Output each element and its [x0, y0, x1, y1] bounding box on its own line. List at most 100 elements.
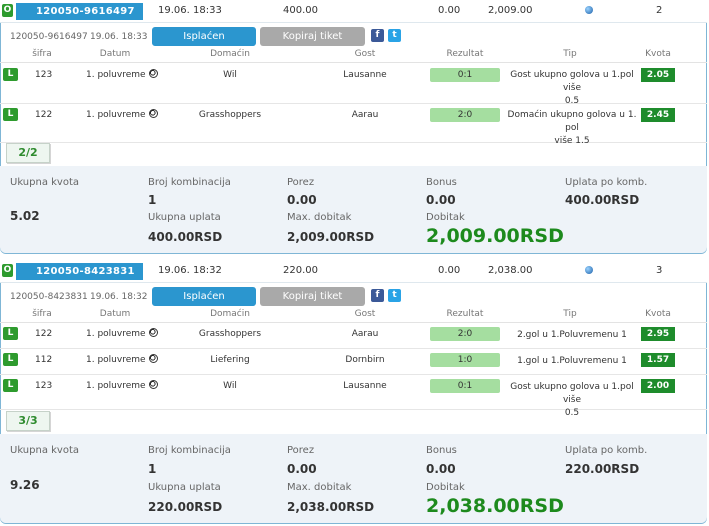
stake-per-combo-value: 400.00RSD: [565, 193, 640, 207]
ticket-card: O 120050-8423831 19.06. 18:32 220.00 0.0…: [0, 260, 707, 524]
odd-value: 2.45: [641, 108, 675, 122]
table-row: L 122 1. poluvreme Grasshoppers Aarau 2:…: [0, 323, 707, 349]
ticket-summary: Ukupna kvota 9.26 Broj kombinacija 1 Uku…: [0, 434, 707, 523]
col-sifra: šifra: [32, 49, 52, 59]
col-domacin: Domaćin: [210, 49, 250, 59]
copy-ticket-button[interactable]: Kopiraj tiket: [260, 287, 365, 306]
win-label: Dobitak: [426, 212, 465, 223]
match-period: 1. poluvreme: [86, 70, 146, 80]
facebook-icon[interactable]: f: [371, 29, 384, 42]
twitter-icon[interactable]: t: [388, 29, 401, 42]
ticket-date: 19.06. 18:32: [158, 265, 222, 276]
copy-ticket-button[interactable]: Kopiraj tiket: [260, 27, 365, 46]
home-team: Liefering: [210, 355, 250, 365]
stake-per-combo-value: 220.00RSD: [565, 462, 640, 476]
ticket-header-row[interactable]: O 120050-9616497 19.06. 18:33 400.00 0.0…: [0, 0, 707, 23]
sport-ball-icon: [585, 266, 593, 274]
loss-status-badge: L: [3, 68, 18, 81]
combination-count-value: 1: [148, 462, 157, 476]
bet-tip-line1: Domaćin ukupno golova u 1. pol: [507, 110, 637, 133]
paid-button[interactable]: Isplaćen: [152, 27, 256, 46]
loss-status-badge: L: [3, 327, 18, 340]
col-rezultat: Rezultat: [446, 49, 484, 59]
facebook-icon[interactable]: f: [371, 289, 384, 302]
ticket-match-count: 3: [656, 265, 663, 276]
combination-count-badge[interactable]: 3/3: [6, 411, 50, 431]
tax-label: Porez: [287, 177, 315, 188]
ticket-stake: 400.00: [283, 5, 318, 16]
sub-ticket-id: 120050-8423831: [10, 292, 88, 302]
bonus-value: 0.00: [426, 193, 456, 207]
match-code: 123: [35, 70, 53, 80]
stake-per-combo-label: Uplata po komb.: [565, 177, 648, 188]
bet-tip-line1: Gost ukupno golova u 1.pol više: [510, 70, 634, 93]
ticket-id[interactable]: 120050-8423831: [16, 263, 143, 280]
match-result: 0:1: [430, 68, 500, 82]
odd-value: 2.95: [641, 327, 675, 341]
open-status-badge: O: [2, 264, 13, 277]
match-period: 1. poluvreme: [86, 329, 146, 339]
table-row: L 123 1. poluvreme Wil Lausanne 0:1 Gost…: [0, 375, 707, 418]
odd-value: 2.00: [641, 379, 675, 393]
match-code: 122: [35, 329, 53, 339]
col-sifra: šifra: [32, 309, 52, 319]
bet-tip: 2.gol u 1.Poluvremenu 1: [517, 330, 627, 340]
bet-tip: 1.gol u 1.Poluvremenu 1: [517, 356, 627, 366]
tax-value: 0.00: [287, 462, 317, 476]
table-row: L 122 1. poluvreme Grasshoppers Aarau 2:…: [0, 104, 707, 146]
sport-ball-icon: [585, 6, 593, 14]
total-stake-label: Ukupna uplata: [148, 482, 221, 493]
bet-tip-line2: 0.5: [564, 408, 580, 418]
sub-ticket-date: 19.06. 18:33: [90, 32, 148, 42]
col-domacin: Domaćin: [210, 309, 250, 319]
total-odd-label: Ukupna kvota: [10, 177, 80, 188]
away-team: Dornbirn: [345, 355, 385, 365]
ticket-frame: [0, 0, 707, 254]
bet-tip: Gost ukupno golova u 1.pol više 0.5: [502, 69, 642, 108]
bonus-value: 0.00: [426, 462, 456, 476]
sub-ticket-date: 19.06. 18:32: [90, 292, 148, 302]
ticket-summary: Ukupna kvota 5.02 Broj kombinacija 1 Uku…: [0, 166, 707, 253]
ticket-date: 19.06. 18:33: [158, 5, 222, 16]
max-win-value: 2,009.00RSD: [287, 230, 375, 244]
col-tip: Tip: [563, 49, 577, 59]
home-team: Wil: [223, 70, 237, 80]
bet-tip-line1: Gost ukupno golova u 1.pol više: [510, 382, 634, 405]
combination-count-badge[interactable]: 2/2: [6, 143, 50, 163]
ticket-tax: 0.00: [438, 265, 461, 276]
total-odd-value: 9.26: [10, 478, 40, 492]
match-result: 2:0: [430, 108, 500, 122]
total-odd-label: Ukupna kvota: [10, 445, 80, 456]
combination-count-label: Broj kombinacija: [148, 177, 231, 188]
open-status-badge: O: [2, 4, 13, 17]
max-win-label: Max. dobitak: [287, 482, 352, 493]
paid-button[interactable]: Isplaćen: [152, 287, 256, 306]
col-gost: Gost: [354, 49, 376, 59]
loss-status-badge: L: [3, 353, 18, 366]
ticket-tax: 0.00: [438, 5, 461, 16]
tax-label: Porez: [287, 445, 315, 456]
max-win-value: 2,038.00RSD: [287, 500, 375, 514]
total-odd-value: 5.02: [10, 209, 40, 223]
combination-count-value: 1: [148, 193, 157, 207]
match-period: 1. poluvreme: [86, 381, 146, 391]
bet-tip-line2: 0.5: [564, 96, 580, 106]
col-kvota: Kvota: [645, 49, 671, 59]
col-datum: Datum: [99, 309, 131, 319]
twitter-icon[interactable]: t: [388, 289, 401, 302]
match-result: 0:1: [430, 379, 500, 393]
ticket-subheader: 120050-9616497 19.06. 18:33 Isplaćen Kop…: [0, 26, 707, 48]
column-headers: šifra Datum Domaćin Gost Rezultat Tip Kv…: [0, 309, 707, 323]
column-headers: šifra Datum Domaćin Gost Rezultat Tip Kv…: [0, 49, 707, 63]
col-datum: Datum: [99, 49, 131, 59]
match-code: 112: [35, 355, 53, 365]
match-period: 1. poluvreme: [86, 355, 146, 365]
football-icon: [149, 380, 158, 389]
football-icon: [149, 328, 158, 337]
total-stake-label: Ukupna uplata: [148, 212, 221, 223]
ticket-header-row[interactable]: O 120050-8423831 19.06. 18:32 220.00 0.0…: [0, 260, 707, 283]
match-code: 123: [35, 381, 53, 391]
ticket-id[interactable]: 120050-9616497: [16, 3, 143, 20]
col-tip: Tip: [563, 309, 577, 319]
bonus-label: Bonus: [426, 177, 457, 188]
